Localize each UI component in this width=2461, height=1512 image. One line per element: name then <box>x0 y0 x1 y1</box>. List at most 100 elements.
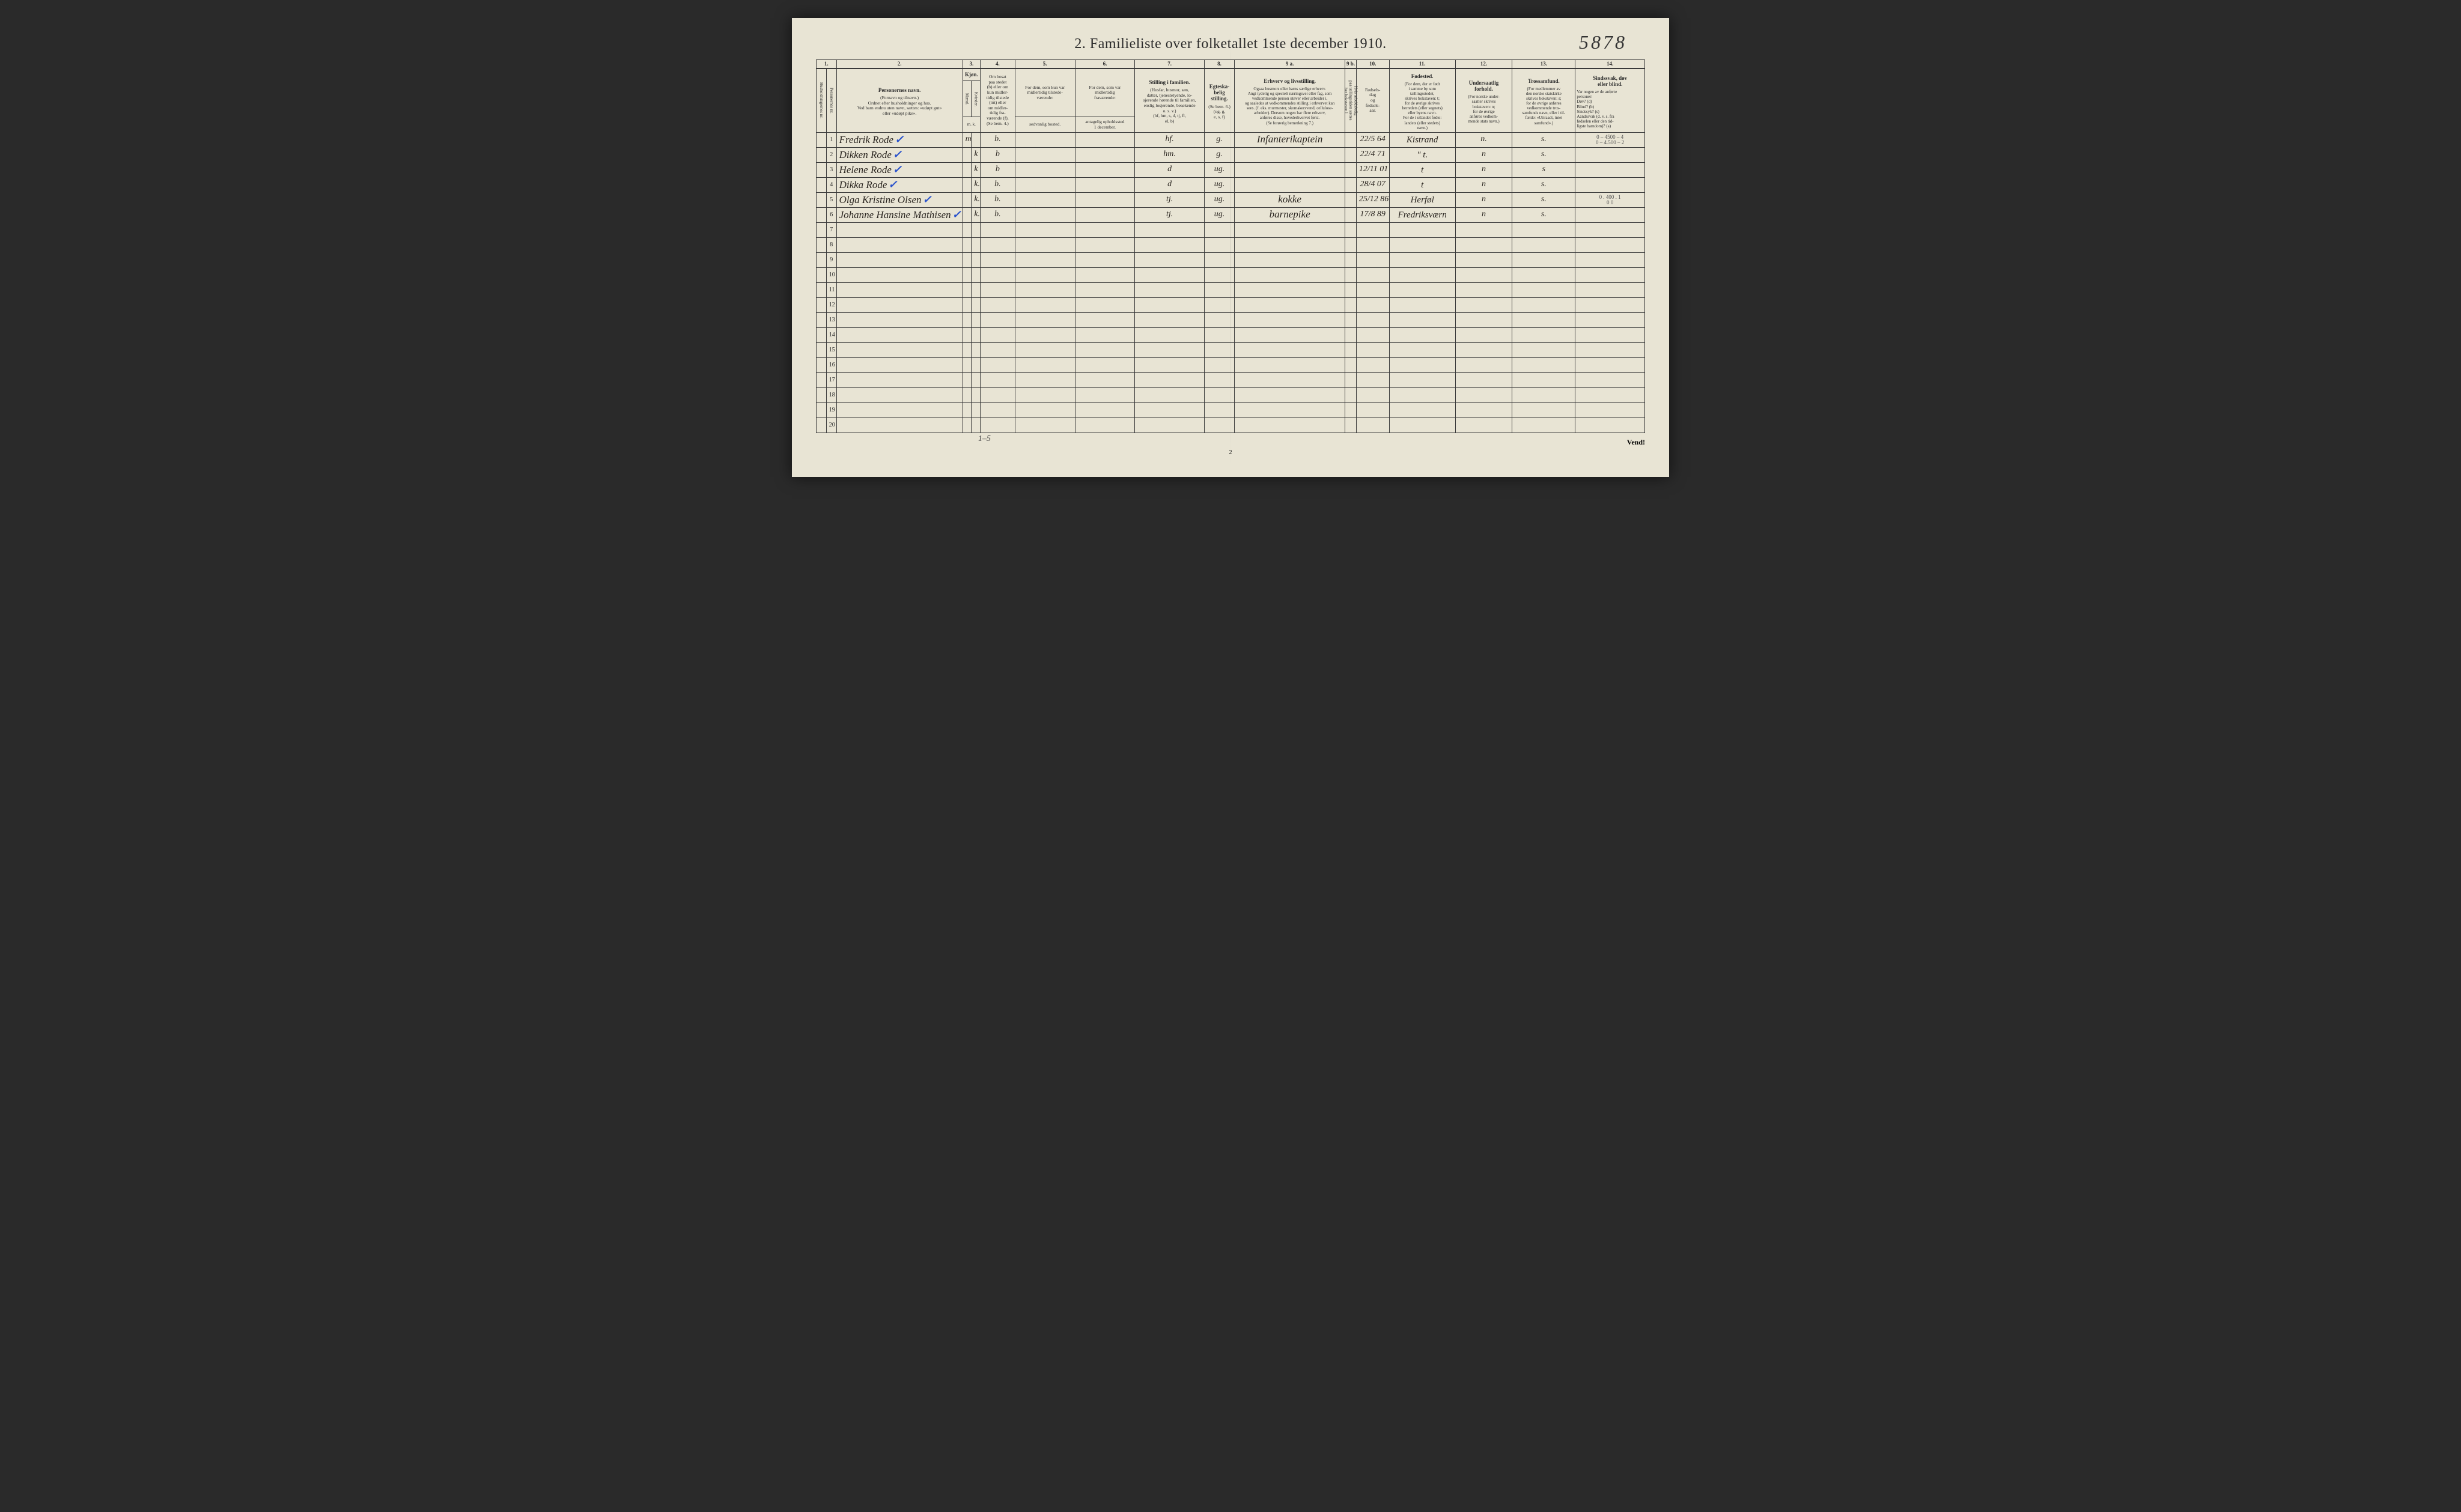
header-trossamfund: Trossamfund. (For medlemmer av den norsk… <box>1512 68 1575 132</box>
cell-name: Helene Rode✓ <box>836 162 963 177</box>
empty-cell <box>1512 252 1575 267</box>
empty-cell <box>963 252 972 267</box>
empty-cell <box>1356 237 1389 252</box>
empty-cell <box>1235 252 1345 267</box>
empty-cell <box>1135 342 1205 357</box>
empty-cell <box>981 342 1015 357</box>
empty-cell <box>836 222 963 237</box>
empty-cell <box>972 237 981 252</box>
household-nr <box>817 342 827 357</box>
empty-cell <box>1455 357 1512 372</box>
col-num-2: 2. <box>836 60 963 68</box>
empty-cell <box>981 417 1015 433</box>
cell-fodselsdag: 28/4 07 <box>1356 177 1389 192</box>
household-nr <box>817 132 827 147</box>
cell-fodested: Kistrand <box>1389 132 1455 147</box>
cell-erhverv <box>1235 162 1345 177</box>
cell-fodselsdag: 22/5 64 <box>1356 132 1389 147</box>
empty-cell <box>1455 297 1512 312</box>
empty-cell <box>1345 417 1357 433</box>
header-sindssvak: Sindssvak, døv eller blind. Var nogen av… <box>1575 68 1645 132</box>
cell-name: Olga Kristine Olsen✓ <box>836 192 963 207</box>
census-page: 2. Familieliste over folketallet 1ste de… <box>792 18 1669 477</box>
empty-cell <box>1235 297 1345 312</box>
cell-annotation: 0 . 400 . 1 0 0 <box>1575 192 1645 207</box>
empty-cell <box>1015 222 1075 237</box>
page-title: 2. Familieliste over folketallet 1ste de… <box>1074 36 1386 52</box>
person-nr: 2 <box>826 147 836 162</box>
empty-cell <box>1345 327 1357 342</box>
cell-name: Fredrik Rode✓ <box>836 132 963 147</box>
household-nr <box>817 222 827 237</box>
cell-c6 <box>1075 192 1135 207</box>
col-num-5: 5. <box>1015 60 1075 68</box>
empty-cell <box>981 372 1015 387</box>
table-header: 1. 2. 3. 4. 5. 6. 7. 8. 9 a. 9 b. 10. 11… <box>817 60 1645 133</box>
bottom-margin-note: 1–5 <box>978 434 991 444</box>
empty-cell <box>1135 372 1205 387</box>
household-nr <box>817 282 827 297</box>
cell-9b <box>1345 177 1357 192</box>
empty-cell <box>1235 237 1345 252</box>
empty-cell <box>1015 372 1075 387</box>
empty-cell <box>836 387 963 402</box>
empty-cell <box>1512 297 1575 312</box>
empty-cell <box>981 297 1015 312</box>
cell-fodselsdag: 17/8 89 <box>1356 207 1389 222</box>
household-nr <box>817 162 827 177</box>
empty-cell <box>1512 327 1575 342</box>
page-number-bottom: 2 <box>1229 449 1232 456</box>
cell-bosat: b. <box>981 177 1015 192</box>
table-row: 5 Olga Kristine Olsen✓ k. b. tj. ug. kok… <box>817 192 1645 207</box>
empty-cell <box>1345 282 1357 297</box>
empty-cell <box>1015 387 1075 402</box>
empty-cell <box>1204 402 1234 417</box>
header-kjon: Kjøn. <box>963 68 980 81</box>
check-mark-icon: ✓ <box>888 178 897 192</box>
cell-trossamfund: s. <box>1512 177 1575 192</box>
header-arbeidsledig: Hvis arbeidsledig paa tællingstiden sætt… <box>1345 68 1357 132</box>
cell-k: k <box>972 162 981 177</box>
empty-cell <box>1455 312 1512 327</box>
empty-cell <box>1575 342 1645 357</box>
empty-cell <box>1204 357 1234 372</box>
col-num-8: 8. <box>1204 60 1234 68</box>
empty-cell <box>1015 252 1075 267</box>
cell-m <box>963 162 972 177</box>
table-row: 6 Johanne Hansine Mathisen✓ k. b. tj. ug… <box>817 207 1645 222</box>
cell-c5 <box>1015 192 1075 207</box>
empty-cell <box>1512 402 1575 417</box>
empty-cell <box>1135 402 1205 417</box>
empty-cell <box>1575 327 1645 342</box>
empty-cell <box>836 342 963 357</box>
empty-cell <box>1204 387 1234 402</box>
cell-annotation <box>1575 207 1645 222</box>
header-stilling: Stilling i familien. (Husfar, husmor, sø… <box>1135 68 1205 132</box>
empty-cell <box>1455 282 1512 297</box>
table-row-empty: 17 <box>817 372 1645 387</box>
household-nr <box>817 327 827 342</box>
cell-9b <box>1345 132 1357 147</box>
cell-m <box>963 177 972 192</box>
household-nr <box>817 387 827 402</box>
cell-erhverv: kokke <box>1235 192 1345 207</box>
census-table: 1. 2. 3. 4. 5. 6. 7. 8. 9 a. 9 b. 10. 11… <box>816 59 1645 433</box>
empty-cell <box>1455 387 1512 402</box>
cell-undersaatlig: n <box>1455 177 1512 192</box>
empty-cell <box>1575 387 1645 402</box>
cell-egteskab: ug. <box>1204 192 1234 207</box>
empty-cell <box>1235 327 1345 342</box>
cell-fodested: t <box>1389 162 1455 177</box>
cell-fodselsdag: 22/4 71 <box>1356 147 1389 162</box>
empty-cell <box>1575 312 1645 327</box>
empty-cell <box>1575 237 1645 252</box>
empty-cell <box>1204 372 1234 387</box>
cell-trossamfund: s <box>1512 162 1575 177</box>
person-nr: 20 <box>826 417 836 433</box>
cell-stilling: tj. <box>1135 207 1205 222</box>
empty-cell <box>1389 237 1455 252</box>
person-nr: 11 <box>826 282 836 297</box>
table-row: 1 Fredrik Rode✓ m b. hf. g. Infanterikap… <box>817 132 1645 147</box>
empty-cell <box>972 372 981 387</box>
empty-cell <box>1235 357 1345 372</box>
